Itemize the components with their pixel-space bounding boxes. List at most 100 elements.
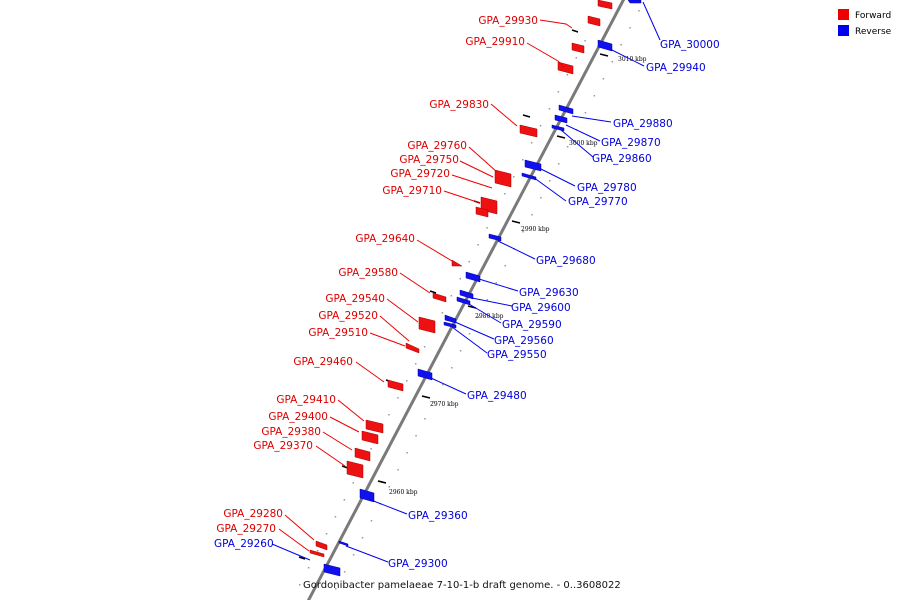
- gene-glyph-reverse[interactable]: [465, 271, 481, 283]
- gene-glyph-forward[interactable]: [405, 342, 420, 354]
- forward-gene-labels: GPA_29930 GPA_29910 GPA_29830 GPA_29760 …: [216, 15, 538, 535]
- gene-glyph-forward[interactable]: [354, 447, 371, 462]
- gene-glyph-forward[interactable]: [315, 540, 328, 551]
- gene-glyph-reverse[interactable]: [459, 289, 474, 300]
- gene-label-reverse[interactable]: GPA_29550: [487, 349, 547, 361]
- gene-label-reverse[interactable]: GPA_29860: [592, 153, 652, 165]
- gene-label-reverse[interactable]: GPA_29360: [408, 510, 468, 522]
- gene-label-forward[interactable]: GPA_29280: [223, 508, 283, 520]
- minor-tick-dot: [388, 486, 390, 488]
- gene-glyph-reverse[interactable]: [323, 563, 341, 577]
- legend-forward-label: Forward: [855, 11, 891, 21]
- scale-tick: 2990 kbp: [511, 220, 550, 233]
- gene-glyph-reverse[interactable]: [627, 0, 642, 4]
- gene-glyph-reverse[interactable]: [521, 172, 537, 181]
- gene-glyph-forward[interactable]: [346, 460, 364, 479]
- minor-tick-dot: [352, 482, 354, 484]
- scale-tick: 2980 kbp: [467, 305, 504, 320]
- gene-label-reverse[interactable]: GPA_30000: [660, 39, 720, 51]
- gene-glyph-reverse[interactable]: [359, 488, 375, 503]
- gene-label-forward[interactable]: GPA_29370: [253, 440, 313, 452]
- gene-glyph-forward[interactable]: [361, 430, 379, 445]
- gene-label-reverse[interactable]: GPA_29260: [214, 538, 274, 550]
- gene-label-reverse[interactable]: GPA_29770: [568, 196, 628, 208]
- minor-tick-dot: [370, 448, 372, 450]
- reverse-gene-labels: GPA_30000 GPA_29940 GPA_29880 GPA_29870 …: [214, 39, 720, 570]
- minor-tick-dot: [513, 176, 515, 178]
- gene-glyph-reverse[interactable]: [338, 540, 349, 547]
- gene-glyph-reverse[interactable]: [488, 233, 502, 242]
- minor-tick-dot: [316, 550, 319, 552]
- gene-glyph-reverse[interactable]: [444, 314, 457, 324]
- reverse-leader-lines: [271, 1, 661, 563]
- gene-label-forward[interactable]: GPA_29930: [478, 15, 538, 27]
- gene-glyph-reverse[interactable]: [443, 321, 457, 329]
- minor-tick-dot: [522, 159, 524, 161]
- gene-label-reverse[interactable]: GPA_29870: [601, 137, 661, 149]
- scale-tick-label: 3010 kbp: [618, 56, 647, 63]
- gene-glyph-forward[interactable]: [494, 169, 512, 188]
- gene-label-forward[interactable]: GPA_29400: [268, 411, 328, 423]
- minor-tick-dot: [397, 469, 399, 471]
- gene-label-reverse[interactable]: GPA_29590: [502, 319, 562, 331]
- gene-glyph-forward[interactable]: [418, 316, 436, 334]
- gene-label-forward[interactable]: GPA_29910: [465, 36, 525, 48]
- gene-glyph-reverse[interactable]: [524, 159, 542, 172]
- gene-glyph-reverse[interactable]: [558, 104, 574, 115]
- gene-label-forward[interactable]: GPA_29270: [216, 523, 276, 535]
- gene-glyph-reverse[interactable]: [417, 368, 433, 381]
- gene-label-reverse[interactable]: GPA_29300: [388, 558, 448, 570]
- minor-tick-dot: [442, 384, 444, 386]
- gene-label-forward[interactable]: GPA_29720: [390, 168, 450, 180]
- scale-tick: 3010 kbp: [599, 53, 647, 63]
- gene-label-forward[interactable]: GPA_29760: [407, 140, 467, 152]
- minor-tick-dot: [629, 27, 631, 29]
- gene-label-reverse[interactable]: GPA_29630: [519, 287, 579, 299]
- gene-glyph-forward[interactable]: [571, 42, 585, 54]
- gene-label-forward[interactable]: GPA_29460: [293, 356, 353, 368]
- minor-tick-dot: [361, 537, 364, 539]
- gene-label-reverse[interactable]: GPA_29680: [536, 255, 596, 267]
- gene-label-forward[interactable]: GPA_29640: [355, 233, 415, 245]
- gene-glyph-forward[interactable]: [519, 124, 538, 138]
- gene-label-forward[interactable]: GPA_29510: [308, 327, 368, 339]
- gene-label-forward[interactable]: GPA_29830: [429, 99, 489, 111]
- minor-tick-dot: [531, 214, 533, 216]
- gene-label-forward[interactable]: GPA_29580: [338, 267, 398, 279]
- gene-label-reverse[interactable]: GPA_29880: [613, 118, 673, 130]
- gene-glyph-reverse[interactable]: [554, 114, 568, 124]
- scale-tick-label: 2990 kbp: [521, 226, 550, 233]
- gene-label-forward[interactable]: GPA_29540: [325, 293, 385, 305]
- minor-tick-dot: [477, 244, 479, 246]
- minor-tick-dot: [504, 193, 506, 195]
- gene-label-reverse[interactable]: GPA_29780: [577, 182, 637, 194]
- legend: Forward Reverse: [838, 9, 892, 37]
- gene-glyph-forward[interactable]: [365, 419, 384, 434]
- minor-tick-dot: [334, 516, 337, 518]
- gene-label-forward[interactable]: GPA_29380: [261, 426, 321, 438]
- gene-label-forward[interactable]: GPA_29410: [276, 394, 336, 406]
- gene-glyph-forward[interactable]: [597, 0, 613, 10]
- minor-tick-dot: [566, 74, 569, 76]
- gene-glyph-forward[interactable]: [587, 15, 601, 27]
- gene-glyph-reverse[interactable]: [597, 39, 613, 52]
- gene-glyph-forward[interactable]: [451, 259, 463, 267]
- gene-label-reverse[interactable]: GPA_29940: [646, 62, 706, 74]
- gene-label-reverse[interactable]: GPA_29480: [467, 390, 527, 402]
- gene-glyph-reverse[interactable]: [551, 124, 565, 132]
- gene-label-forward[interactable]: GPA_29710: [382, 185, 442, 197]
- gene-glyph-forward[interactable]: [432, 292, 447, 303]
- minor-tick-dot: [307, 567, 310, 569]
- minor-tick-dot: [566, 146, 569, 148]
- gene-label-reverse[interactable]: GPA_29560: [494, 335, 554, 347]
- gene-label-reverse[interactable]: GPA_29600: [511, 302, 571, 314]
- minor-tick-dot: [620, 44, 622, 46]
- minor-tick-dot: [602, 78, 605, 80]
- gene-glyph-forward[interactable]: [387, 379, 404, 392]
- gene-glyph-forward[interactable]: [309, 549, 325, 558]
- gene-label-forward[interactable]: GPA_29520: [318, 310, 378, 322]
- gene-glyph-forward[interactable]: [475, 206, 489, 218]
- minor-tick-dot: [406, 380, 408, 382]
- gene-label-forward[interactable]: GPA_29750: [399, 154, 459, 166]
